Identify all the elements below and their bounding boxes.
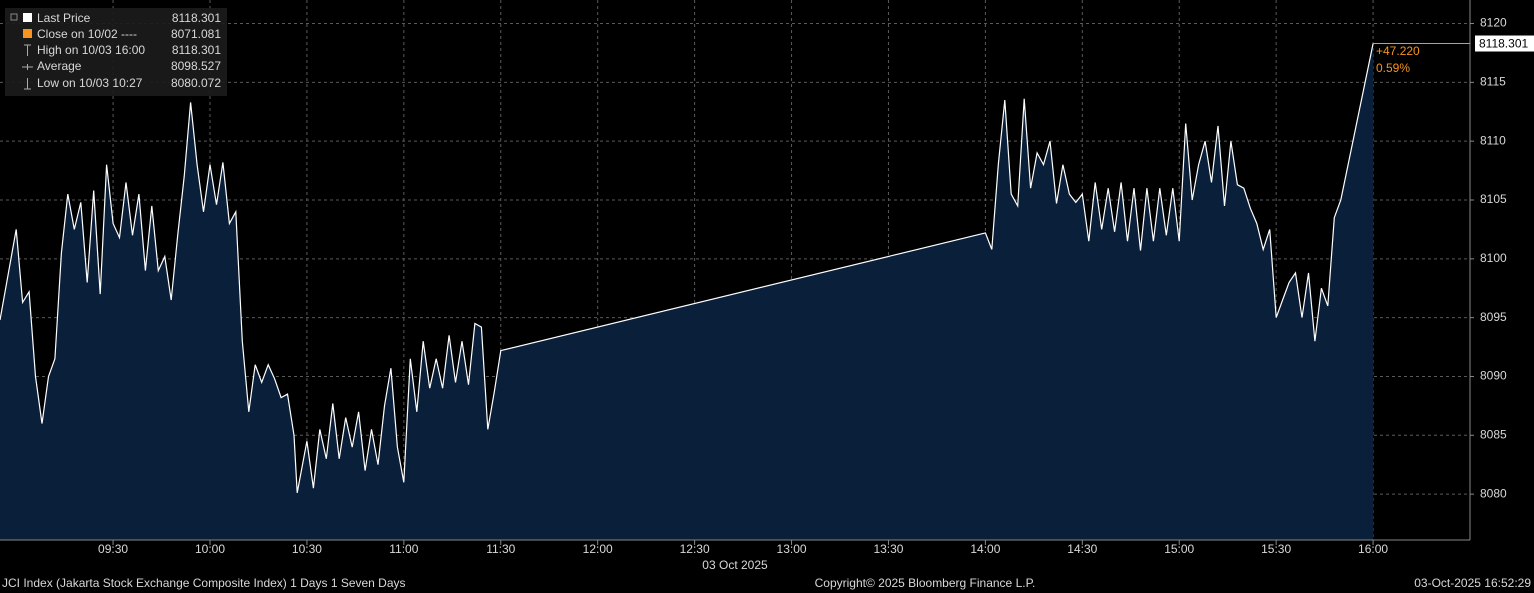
plot (0, 43, 1374, 540)
x-tick-label: 15:30 (1261, 542, 1291, 556)
change-label: +47.220 (1376, 44, 1420, 58)
legend-icon (24, 78, 31, 90)
y-tick-label: 8100 (1480, 251, 1507, 265)
area (0, 43, 1374, 540)
y-tick-label: 8085 (1480, 427, 1507, 441)
legend-value: 8080.072 (171, 76, 221, 90)
legend-value: 8098.527 (171, 59, 221, 73)
x-tick-label: 16:00 (1358, 542, 1388, 556)
legend-label: Low on 10/03 10:27 (37, 76, 143, 90)
x-tick-label: 13:30 (873, 542, 903, 556)
footer-timestamp: 03-Oct-2025 16:52:29 (1414, 576, 1531, 590)
x-tick-label: 11:00 (389, 542, 418, 556)
x-axis-label: 03 Oct 2025 (702, 558, 768, 572)
y-tick-label: 8110 (1480, 133, 1506, 147)
last-price-tag (1475, 35, 1534, 52)
x-tick-label: 10:00 (195, 542, 225, 556)
legend-toggle (10, 13, 18, 21)
footer-copyright: Copyright© 2025 Bloomberg Finance L.P. (815, 576, 1036, 590)
legend-label: High on 10/03 16:00 (37, 43, 145, 57)
x-tick-label: 10:30 (292, 542, 322, 556)
x-tick-label: 12:30 (680, 542, 710, 556)
legend-box (5, 8, 227, 96)
x-tick-label: 14:30 (1067, 542, 1097, 556)
y-tick-label: 8115 (1480, 75, 1506, 89)
last-price-label: 8118.301 (1479, 37, 1528, 51)
x-tick-label: 15:00 (1164, 542, 1194, 556)
legend-value: 8118.301 (172, 43, 221, 57)
x-tick-label: 11:30 (486, 542, 515, 556)
change-pct-label: 0.59% (1376, 61, 1410, 75)
x-tick-label: 09:30 (98, 542, 128, 556)
legend-swatch (23, 29, 32, 38)
legend-label: Close on 10/02 ---- (37, 27, 137, 41)
x-tick-label: 12:00 (583, 542, 613, 556)
legend-label: Last Price (37, 11, 91, 25)
legend-label: Average (37, 59, 82, 73)
legend-icon (22, 64, 33, 70)
line (0, 43, 1374, 494)
legend-value: 8118.301 (172, 11, 221, 25)
y-tick-label: 8090 (1480, 369, 1507, 383)
y-tick-label: 8095 (1480, 310, 1507, 324)
legend-icon (24, 44, 31, 56)
y-tick-label: 8080 (1480, 486, 1507, 500)
x-tick-label: 14:00 (970, 542, 1000, 556)
x-tick-label: 13:00 (777, 542, 807, 556)
y-tick-label: 8105 (1480, 192, 1507, 206)
footer-left: JCI Index (Jakarta Stock Exchange Compos… (2, 576, 406, 590)
legend-value: 8071.081 (171, 27, 221, 41)
legend-swatch (23, 13, 32, 22)
y-tick-label: 8120 (1480, 16, 1507, 30)
